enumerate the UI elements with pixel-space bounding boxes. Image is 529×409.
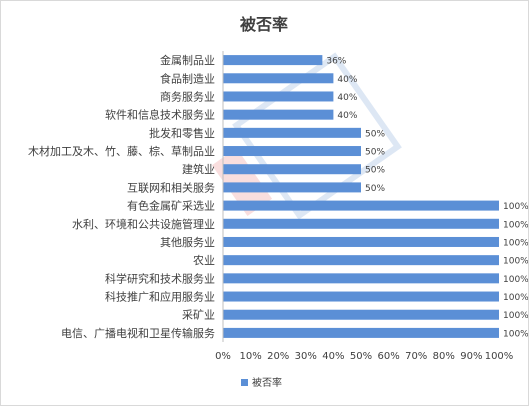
data-label: 100% bbox=[503, 275, 528, 285]
bar bbox=[223, 73, 334, 84]
legend-swatch bbox=[241, 379, 248, 386]
bar bbox=[223, 164, 361, 175]
bar bbox=[223, 91, 334, 102]
x-tick-label: 30% bbox=[295, 351, 317, 362]
data-label: 50% bbox=[365, 148, 385, 158]
category-label: 金属制品业 bbox=[160, 53, 215, 67]
data-label: 50% bbox=[365, 166, 385, 176]
bar bbox=[223, 273, 499, 284]
bar bbox=[223, 55, 323, 66]
bar bbox=[223, 327, 499, 338]
category-label: 科技推广和应用服务业 bbox=[105, 290, 215, 304]
data-label: 100% bbox=[503, 329, 528, 339]
data-label: 100% bbox=[503, 311, 528, 321]
category-label: 水利、环境和公共设施管理业 bbox=[72, 217, 215, 231]
category-label: 科学研究和技术服务业 bbox=[105, 271, 215, 285]
data-label: 100% bbox=[503, 238, 528, 248]
x-tick-label: 0% bbox=[215, 351, 231, 362]
data-label: 40% bbox=[337, 75, 357, 85]
data-label: 100% bbox=[503, 257, 528, 267]
category-label: 采矿业 bbox=[182, 309, 215, 322]
category-label: 商务服务业 bbox=[160, 89, 215, 103]
bar bbox=[223, 255, 499, 266]
data-label: 50% bbox=[365, 129, 385, 139]
category-label: 电信、广播电视和卫星传输服务 bbox=[61, 326, 215, 340]
category-label: 建筑业 bbox=[182, 162, 215, 176]
bar bbox=[223, 200, 499, 211]
bar bbox=[223, 146, 361, 157]
data-label: 40% bbox=[337, 111, 357, 121]
bar bbox=[223, 236, 499, 247]
value-labels: 36% 40% 40% 40% 50% 50% 50% 50% 100% 100% 100% 100%… bbox=[326, 57, 529, 340]
x-tick-label: 60% bbox=[377, 351, 399, 362]
bar bbox=[223, 291, 499, 302]
legend-label: 被否率 bbox=[252, 376, 282, 389]
data-label: 100% bbox=[503, 293, 528, 303]
bar bbox=[223, 218, 499, 229]
bar bbox=[223, 182, 361, 193]
category-label: 有色金属矿采选业 bbox=[127, 199, 215, 213]
category-label: 其他服务业 bbox=[160, 236, 215, 249]
x-tick-label: 10% bbox=[239, 351, 261, 362]
bar bbox=[223, 127, 361, 138]
data-label: 50% bbox=[365, 184, 385, 194]
category-label: 食品制造业 bbox=[160, 71, 215, 85]
data-label: 40% bbox=[337, 93, 357, 103]
data-label: 100% bbox=[503, 202, 528, 212]
x-tick-label: 20% bbox=[267, 351, 289, 362]
x-tick-label: 100% bbox=[485, 351, 514, 362]
x-axis-ticks: 0% 10% 20% 30% 40% 50% 60% 70% 80% 90% 100% bbox=[215, 351, 513, 362]
category-label: 软件和信息技术服务业 bbox=[105, 108, 215, 122]
x-tick-label: 90% bbox=[460, 351, 482, 362]
chart-title: 被否率 bbox=[240, 15, 288, 34]
x-tick-label: 40% bbox=[322, 351, 344, 362]
data-label: 36% bbox=[326, 57, 346, 67]
category-label: 互联网和相关服务 bbox=[127, 180, 215, 194]
category-labels: 金属制品业食品制造业商务服务业软件和信息技术服务业批发和零售业木材加工及木、竹、… bbox=[28, 53, 215, 340]
x-tick-label: 50% bbox=[350, 351, 372, 362]
x-tick-label: 80% bbox=[433, 351, 455, 362]
bar bbox=[223, 109, 334, 120]
data-label: 100% bbox=[503, 220, 528, 230]
category-label: 木材加工及木、竹、藤、棕、草制品业 bbox=[28, 144, 215, 158]
category-label: 批发和零售业 bbox=[149, 126, 215, 140]
bar bbox=[223, 309, 499, 320]
x-tick-label: 70% bbox=[405, 351, 427, 362]
legend: 被否率 bbox=[241, 376, 282, 389]
bars-layer bbox=[223, 55, 499, 338]
category-label: 农业 bbox=[193, 253, 215, 267]
